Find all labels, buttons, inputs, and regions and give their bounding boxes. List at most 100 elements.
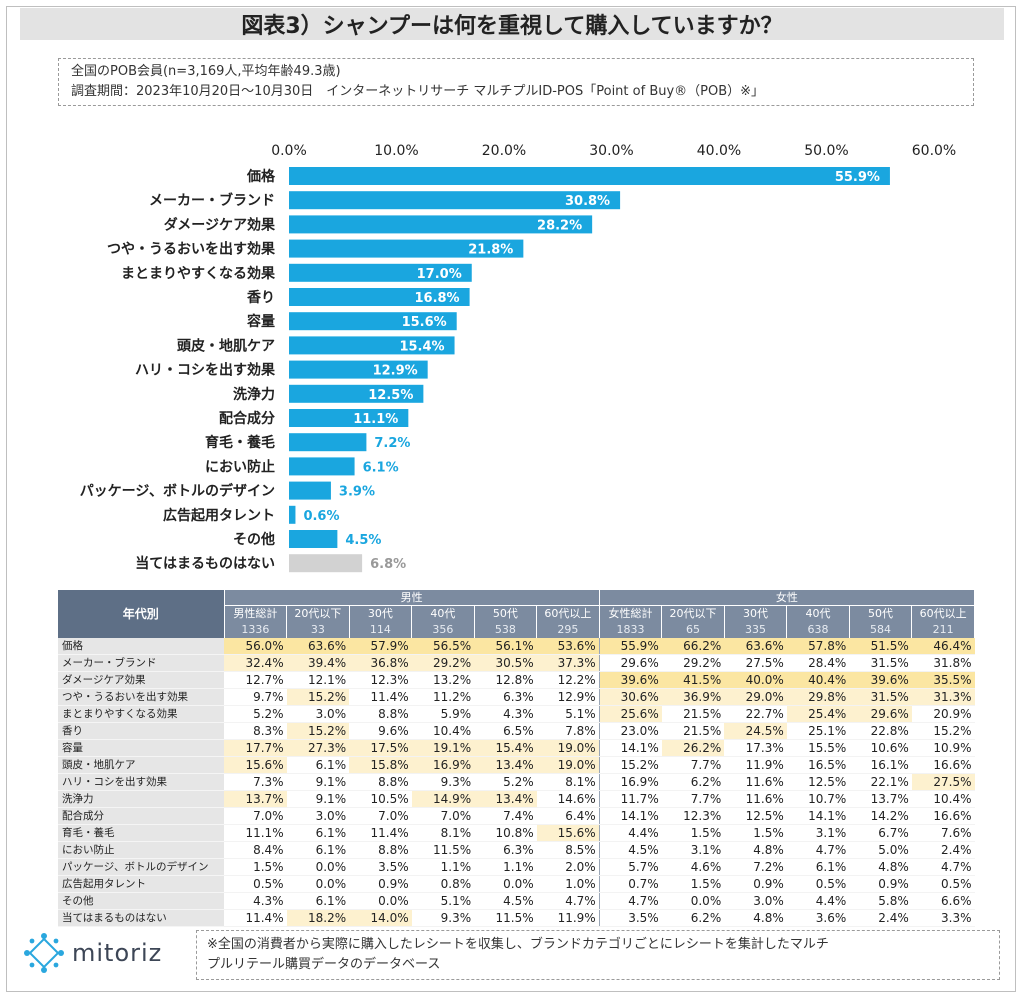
category-label: 香り — [246, 289, 275, 306]
table-cell: 3.3% — [911, 909, 975, 927]
table-cell: 12.5% — [786, 773, 850, 791]
table-row-label: 頭皮・地肌ケア — [58, 756, 225, 774]
table-column-header: 20代以下 — [286, 605, 350, 622]
x-tick-label: 50.0% — [804, 143, 848, 159]
bar — [289, 191, 621, 210]
category-label: その他 — [233, 531, 275, 548]
table-row: 配合成分 7.0% 3.0% 7.0% 7.0% 7.4% 6.4% 14.1% 12.3% 12… — [58, 807, 975, 825]
table-cell: 0.5% — [224, 875, 287, 893]
table-column-header: 女性総計 — [599, 605, 663, 622]
table-row-label: 育毛・養毛 — [58, 824, 225, 842]
category-label: 育毛・養毛 — [205, 434, 275, 451]
table-row-label: におい防止 — [58, 841, 225, 859]
bar — [289, 288, 470, 306]
table-cell: 13.4% — [474, 756, 537, 774]
table-cell: 1.5% — [661, 875, 725, 893]
table-cell: 0.0% — [286, 858, 350, 876]
table-cell: 7.8% — [536, 722, 600, 740]
table-cell: 4.8% — [849, 858, 912, 876]
table-cell: 3.0% — [286, 807, 350, 825]
table-cell: 0.0% — [661, 892, 725, 910]
table-row: 容量 17.7% 27.3% 17.5% 19.1% 15.4% 19.0% 14.1% 26.… — [58, 739, 975, 757]
table-column-header: 30代 — [349, 605, 413, 622]
table-column-header: 30代 — [724, 605, 788, 622]
bar — [289, 239, 524, 258]
table-cell: 14.1% — [598, 739, 662, 757]
table-cell: 29.6% — [849, 705, 912, 723]
table-cell: 14.1% — [598, 807, 662, 825]
table-cell: 16.5% — [786, 756, 850, 774]
table-cell: 7.4% — [474, 807, 537, 825]
table-cell: 7.7% — [661, 756, 725, 774]
table-sample-size: 638 — [786, 622, 850, 638]
table-sample-size: 114 — [349, 622, 413, 638]
table-cell: 4.6% — [661, 858, 725, 876]
table-cell: 0.8% — [411, 875, 475, 893]
table-cell: 11.4% — [349, 688, 412, 706]
table-cell: 29.0% — [724, 688, 787, 706]
table-cell: 7.0% — [224, 807, 287, 825]
table-cell: 22.8% — [849, 722, 912, 740]
table-cell: 31.5% — [849, 654, 912, 672]
table-cell: 28.4% — [786, 654, 850, 672]
table-cell: 51.5% — [849, 638, 912, 655]
table-cell: 10.6% — [849, 739, 912, 757]
table-cell: 22.7% — [724, 705, 787, 723]
table-cell: 0.0% — [474, 875, 537, 893]
table-cell: 6.1% — [286, 824, 350, 842]
table-cell: 6.4% — [536, 807, 600, 825]
table-cell: 19.1% — [411, 739, 475, 757]
table-cell: 11.6% — [724, 790, 787, 808]
table-cell: 39.4% — [286, 654, 350, 672]
table-cell: 10.5% — [349, 790, 412, 808]
table-cell: 12.2% — [536, 671, 600, 689]
table-cell: 13.7% — [849, 790, 912, 808]
survey-period-text: 調査期間：2023年10月20日〜10月30日 インターネットリサーチ マルチプ… — [71, 84, 765, 99]
table-cell: 57.8% — [786, 638, 850, 655]
table-cell: 4.3% — [224, 892, 287, 910]
table-cell: 20.9% — [911, 705, 975, 723]
table-cell: 15.6% — [224, 756, 287, 774]
table-cell: 8.1% — [411, 824, 475, 842]
table-cell: 3.1% — [661, 841, 725, 859]
table-cell: 5.2% — [474, 773, 537, 791]
table-row: 広告起用タレント 0.5% 0.0% 0.9% 0.8% 0.0% 1.0% 0.7% 1.5%… — [58, 875, 975, 893]
table-cell: 21.5% — [661, 722, 725, 740]
table-cell: 31.5% — [849, 688, 912, 706]
table-cell: 57.9% — [349, 638, 412, 655]
table-cell: 6.3% — [474, 841, 537, 859]
table-cell: 16.1% — [849, 756, 912, 774]
table-row-label: パッケージ、ボトルのデザイン — [58, 858, 225, 876]
table-cell: 11.5% — [411, 841, 475, 859]
table-group-header: 女性 — [599, 590, 976, 606]
table-cell: 40.0% — [724, 671, 787, 689]
table-cell: 10.9% — [911, 739, 975, 757]
table-cell: 14.1% — [786, 807, 850, 825]
table-cell: 5.7% — [598, 858, 662, 876]
table-cell: 15.8% — [349, 756, 412, 774]
bar — [289, 530, 338, 548]
table-row: におい防止 8.4% 6.1% 8.8% 11.5% 6.3% 8.5% 4.5% 3.1% 4.… — [58, 841, 975, 859]
table-corner-header: 年代別 — [58, 590, 225, 638]
table-cell: 63.6% — [724, 638, 787, 655]
table-row-label: 広告起用タレント — [58, 875, 225, 893]
table-cell: 17.7% — [224, 739, 287, 757]
table-cell: 56.0% — [224, 638, 287, 655]
value-label: 17.0% — [417, 267, 462, 282]
table-cell: 0.9% — [349, 875, 412, 893]
table-row: ハリ・コシを出す効果 7.3% 9.1% 8.8% 9.3% 5.2% 8.1% 16.9% 6… — [58, 773, 975, 791]
table-cell: 2.4% — [911, 841, 975, 859]
table-column-header: 50代 — [849, 605, 913, 622]
table-cell: 0.0% — [286, 875, 350, 893]
x-tick-label: 60.0% — [912, 143, 956, 159]
table-cell: 26.2% — [661, 739, 725, 757]
table-cell: 36.9% — [661, 688, 725, 706]
table-cell: 1.1% — [474, 858, 537, 876]
table-row: 価格 56.0% 63.6% 57.9% 56.5% 56.1% 53.6% 55.9% 66.… — [58, 638, 975, 655]
table-cell: 15.2% — [911, 722, 975, 740]
table-cell: 63.6% — [286, 638, 350, 655]
value-label: 4.5% — [345, 533, 381, 548]
table-cell: 9.1% — [286, 790, 350, 808]
value-label: 30.8% — [565, 194, 610, 209]
table-cell: 7.0% — [349, 807, 412, 825]
